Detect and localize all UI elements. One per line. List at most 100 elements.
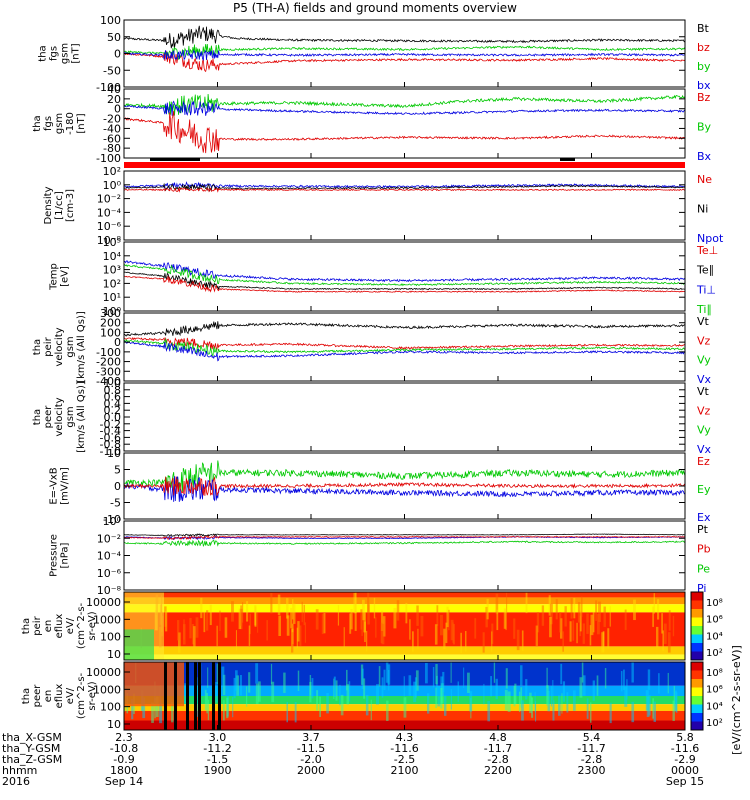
spectrogram-cell xyxy=(474,618,477,639)
series-Ni-line xyxy=(124,182,685,192)
spectrogram-cell xyxy=(549,603,553,625)
spectrogram-cell xyxy=(592,680,595,701)
spectrogram-cell xyxy=(349,613,352,634)
spectrogram-cell xyxy=(673,685,676,707)
spectrogram-cell xyxy=(361,599,365,621)
spectrogram-cell xyxy=(434,624,438,645)
ytick-label: -200 xyxy=(96,356,121,369)
spectrogram-cell xyxy=(653,701,656,722)
legend-Pi: Pi xyxy=(697,582,706,595)
spectrogram-cell xyxy=(203,611,206,633)
spectrogram-cell xyxy=(443,695,447,716)
spectrogram-cell xyxy=(667,672,669,694)
spectrogram-cell xyxy=(586,613,589,634)
ytick-label: 1.0 xyxy=(104,377,122,390)
spectrogram-cell xyxy=(309,681,312,703)
spectrogram-cell xyxy=(290,607,293,629)
spectrogram-band xyxy=(124,646,685,655)
spectrogram-cell xyxy=(505,668,508,689)
spectrogram-cell xyxy=(609,606,611,627)
ytick-label: 0 xyxy=(114,336,121,349)
ytick-label: -5 xyxy=(110,497,121,510)
spectrogram-cell xyxy=(248,672,251,693)
spectrogram-cell xyxy=(569,621,572,642)
colorbar-frame xyxy=(690,661,704,731)
spectrogram-cell xyxy=(270,663,273,685)
spectrogram-cell xyxy=(266,620,268,641)
spectrogram-cell xyxy=(238,608,242,630)
legend-Ez: Ez xyxy=(697,455,710,468)
legend-Vx: Vx xyxy=(697,443,712,456)
colorbar-cell xyxy=(691,687,703,697)
colorbar-tick-label: 10⁴ xyxy=(706,631,723,642)
spectrogram-cell xyxy=(439,614,443,636)
series-Ti⊥-line xyxy=(124,260,685,283)
spectrogram-cell xyxy=(529,692,532,714)
colorbar-tick-label: 10⁶ xyxy=(706,615,723,626)
spectrogram-cell xyxy=(235,630,237,651)
panel-peer_vel: 1.00.80.60.40.20.0-0.2-0.4-0.6-0.8-1.0 Vt… xyxy=(100,377,712,458)
spectrogram-cell xyxy=(323,612,326,634)
panel-label-line: E=-VxB xyxy=(49,467,60,504)
spectrogram-cell xyxy=(216,625,218,647)
spectrogram-cell xyxy=(507,691,511,712)
spectrogram-cell xyxy=(193,626,196,647)
spectrogram-cell xyxy=(450,619,454,641)
colorbar-cell xyxy=(691,643,703,652)
spectrogram-cell xyxy=(176,620,180,641)
panel-pressure: 10⁰ 10⁻² 10⁻⁴ 10⁻⁶ 10⁻⁸ Pt Pb Pe Pi xyxy=(97,515,711,597)
legend-Vy: Vy xyxy=(697,354,711,367)
spectrogram-cell xyxy=(445,622,448,644)
spectrogram-cell xyxy=(623,669,625,690)
spectrogram-cell xyxy=(239,675,242,696)
spectrogram-cell xyxy=(560,663,563,685)
spectrogram-cell xyxy=(365,694,369,716)
spectrogram-cell xyxy=(465,631,467,652)
ytick-label: 10² xyxy=(103,277,121,290)
colorbar-frame xyxy=(690,591,704,661)
spectrogram-cell xyxy=(223,700,225,721)
spectrogram-cell xyxy=(361,668,364,690)
series-Bt-line xyxy=(124,25,685,49)
xtick-label: -2.8 xyxy=(581,753,602,766)
spectrogram-cell xyxy=(366,630,368,652)
spectrogram-cell xyxy=(440,676,443,697)
panel-label-line: fgs xyxy=(43,116,54,131)
xtick-label: 3.0 xyxy=(209,731,227,744)
legend-Ne: Ne xyxy=(697,173,712,186)
spectrogram-cell xyxy=(346,669,348,691)
series-Vt-line xyxy=(124,321,685,337)
series-Ey-line xyxy=(124,460,685,493)
spectrogram-cell xyxy=(579,610,582,632)
legend-Vt: Vt xyxy=(697,315,710,328)
spectrogram-cell xyxy=(562,631,564,652)
series-Vy-line xyxy=(124,337,685,357)
spectrogram-cell xyxy=(231,601,234,622)
ytick-label: 100 xyxy=(100,326,121,339)
spectrogram-cell xyxy=(333,676,336,697)
panel-label-line: Density xyxy=(43,186,54,224)
legend-Te⊥: Te⊥ xyxy=(696,244,718,257)
spectrogram-cell xyxy=(373,597,376,619)
spectrogram-cell xyxy=(518,691,521,713)
colorbar-tick-label: 10⁸ xyxy=(706,598,723,609)
spectrogram-cell xyxy=(209,604,212,626)
series-Bx-line xyxy=(124,100,685,116)
spectrogram-cell xyxy=(124,629,154,660)
spectrogram-cell xyxy=(257,612,259,633)
xaxis-row-label: tha_Z-GSM xyxy=(2,753,62,766)
ytick-label: 10⁰ xyxy=(103,179,122,192)
panel-label-line: tha xyxy=(32,339,43,355)
spectrogram-cell xyxy=(420,615,424,637)
spectrogram-cell xyxy=(516,629,520,651)
legend-Bz: Bz xyxy=(697,91,711,104)
spectrogram-cell xyxy=(350,608,353,630)
spectrogram-cell xyxy=(207,699,210,721)
spectrogram-cell xyxy=(452,624,456,645)
ytick-label: 10⁰ xyxy=(103,305,122,318)
panel-label-line: velocity xyxy=(54,397,65,436)
panel-label-line: [nPa] xyxy=(60,542,71,568)
colorbar-cell xyxy=(691,634,703,644)
spectrogram-cell xyxy=(521,700,524,721)
